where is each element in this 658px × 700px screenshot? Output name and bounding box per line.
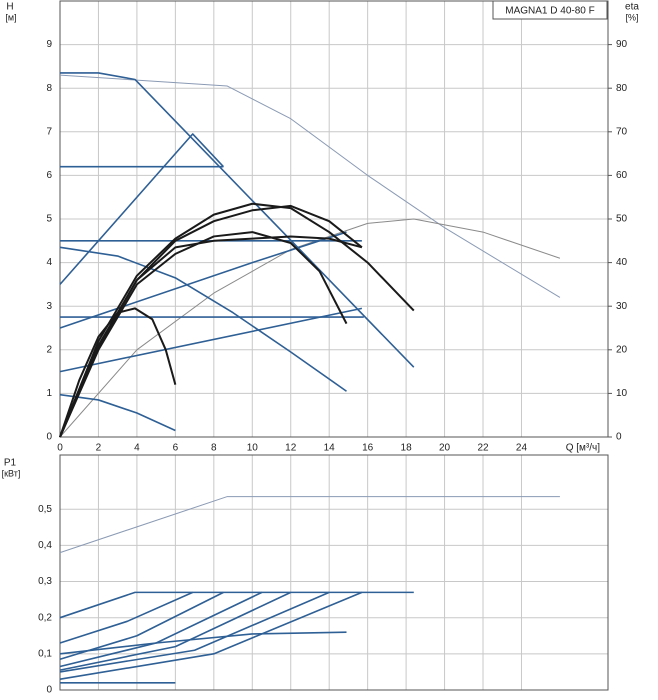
x-tick-label: 6 bbox=[173, 443, 179, 454]
curve bbox=[60, 72, 415, 368]
x-tick-label: 4 bbox=[134, 443, 140, 454]
title-box bbox=[492, 0, 608, 20]
y2-tick-label: 90 bbox=[616, 39, 628, 50]
x-tick-label: 20 bbox=[439, 443, 451, 454]
curve bbox=[59, 218, 561, 438]
x-tick-label: 24 bbox=[516, 443, 528, 454]
curve bbox=[59, 393, 176, 432]
y-axis-label: P1 bbox=[4, 458, 17, 469]
y2-tick-label: 60 bbox=[616, 170, 628, 181]
x-tick-label: 0 bbox=[57, 443, 63, 454]
y2-tick-label: 10 bbox=[616, 388, 628, 399]
y-tick-label: 9 bbox=[46, 39, 52, 50]
y-tick-label: 0,5 bbox=[38, 504, 52, 515]
curve bbox=[59, 496, 560, 554]
curve bbox=[59, 202, 415, 438]
y-tick-label: 0,1 bbox=[38, 648, 52, 659]
x-tick-label: 2 bbox=[96, 443, 102, 454]
curve bbox=[59, 591, 292, 671]
curve bbox=[59, 231, 348, 438]
curve bbox=[59, 591, 363, 680]
y2-axis-unit: [%] bbox=[625, 12, 638, 22]
x-tick-label: 18 bbox=[401, 443, 413, 454]
curve bbox=[59, 246, 347, 392]
y-tick-label: 1 bbox=[46, 388, 52, 399]
curve bbox=[59, 591, 330, 673]
x-tick-label: 8 bbox=[211, 443, 217, 454]
x-tick-label: 12 bbox=[285, 443, 297, 454]
x-tick-label: 16 bbox=[362, 443, 374, 454]
curve bbox=[59, 74, 561, 298]
x-tick-label: 22 bbox=[477, 443, 489, 454]
y-axis-unit: [кВт] bbox=[2, 468, 21, 478]
curve bbox=[59, 133, 225, 285]
y-tick-label: 0,4 bbox=[38, 540, 52, 551]
y2-tick-label: 40 bbox=[616, 257, 628, 268]
y-axis-unit: [м] bbox=[5, 12, 16, 22]
y-tick-label: 7 bbox=[46, 126, 52, 137]
y-tick-label: 6 bbox=[46, 170, 52, 181]
y-tick-label: 4 bbox=[46, 257, 52, 268]
curve bbox=[59, 631, 347, 655]
y-tick-label: 0 bbox=[46, 685, 52, 696]
x-tick-label: 14 bbox=[324, 443, 336, 454]
y-tick-label: 0,2 bbox=[38, 612, 52, 623]
curve bbox=[59, 307, 177, 438]
curve bbox=[59, 235, 363, 438]
y-tick-label: 3 bbox=[46, 301, 52, 312]
y-tick-label: 0 bbox=[46, 432, 52, 443]
curve bbox=[59, 307, 363, 373]
y-tick-label: 5 bbox=[46, 214, 52, 225]
y-tick-label: 0,3 bbox=[38, 576, 52, 587]
curve bbox=[59, 591, 193, 644]
y-axis-label: H bbox=[6, 2, 13, 13]
y2-tick-label: 80 bbox=[616, 83, 628, 94]
plot-frame bbox=[59, 454, 609, 691]
y-tick-label: 8 bbox=[46, 83, 52, 94]
y2-tick-label: 50 bbox=[616, 214, 628, 225]
y2-tick-label: 0 bbox=[616, 432, 622, 443]
curve bbox=[59, 591, 414, 619]
y2-tick-label: 30 bbox=[616, 301, 628, 312]
y-tick-label: 2 bbox=[46, 344, 52, 355]
y2-axis-label: eta bbox=[625, 2, 639, 13]
y2-tick-label: 20 bbox=[616, 344, 628, 355]
x-axis-label: Q [м³/ч] bbox=[566, 443, 601, 454]
y2-tick-label: 70 bbox=[616, 126, 628, 137]
chart-title: MAGNA1 D 40-80 F bbox=[505, 6, 594, 17]
x-tick-label: 10 bbox=[247, 443, 259, 454]
